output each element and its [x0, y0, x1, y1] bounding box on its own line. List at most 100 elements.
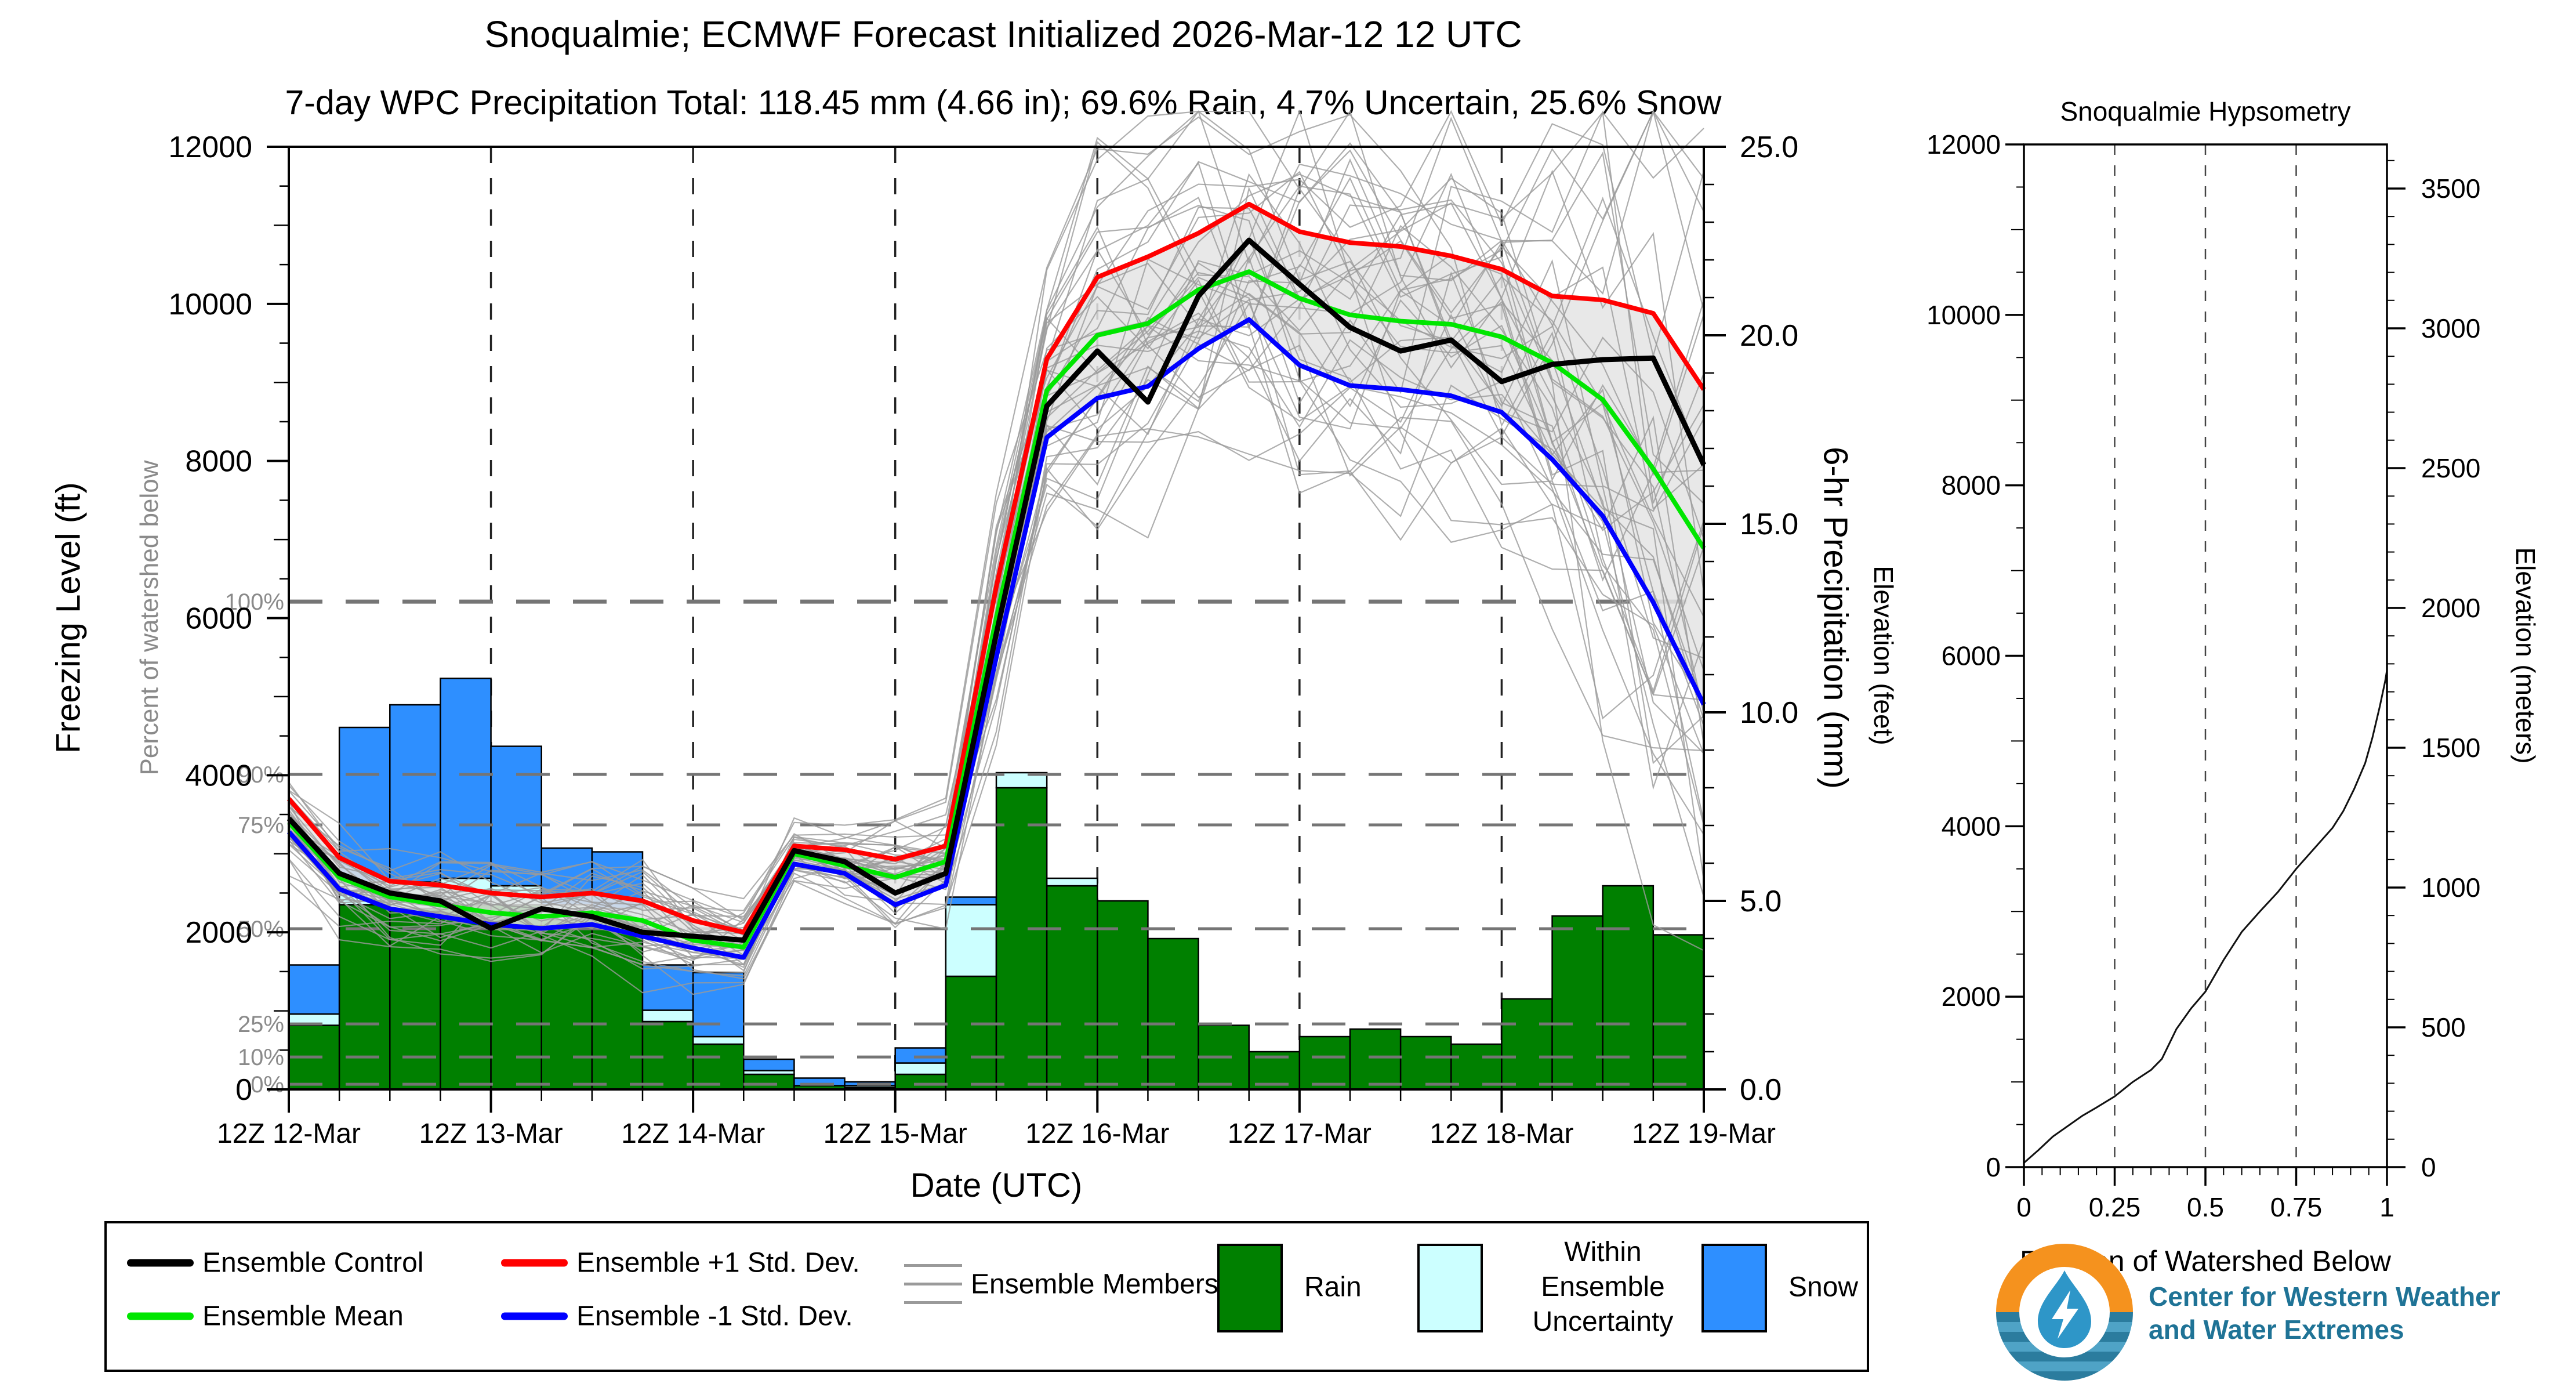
- date-tick-label: 12Z 17-Mar: [1228, 1118, 1372, 1149]
- uncertain-bar-segment: [995, 772, 1048, 789]
- ensemble-member-line: [288, 178, 1705, 950]
- control-line: [286, 237, 1707, 943]
- snow-bar-segment: [288, 964, 340, 1015]
- legend-members-label: Ensemble Members: [971, 1269, 1218, 1300]
- plus1-line: [286, 201, 1706, 935]
- percent-tick-label: 10%: [238, 1045, 284, 1070]
- page-subtitle: 7-day WPC Precipitation Total: 118.45 mm…: [285, 84, 1722, 122]
- freezing-level-tick-label: 12000: [168, 131, 252, 164]
- snow-bar-segment: [389, 704, 441, 883]
- hypsometry-title: Snoqualmie Hypsometry: [2060, 96, 2351, 126]
- hypso-feet-tick-label: 4000: [1942, 811, 2001, 841]
- percent-tick-label: 0%: [251, 1072, 284, 1098]
- legend-mean-label: Ensemble Mean: [202, 1301, 404, 1332]
- hypso-feet-tick-label: 6000: [1942, 641, 2001, 671]
- hypso-feet-tick-label: 8000: [1942, 470, 2001, 501]
- hypso-feet-tick-label: 10000: [1926, 300, 2001, 330]
- ensemble-member-line: [288, 141, 1705, 994]
- ensemble-member-line: [288, 114, 1705, 919]
- legend-minus1-label: Ensemble -1 Std. Dev.: [576, 1301, 853, 1332]
- hypso-meters-tick-label: 3500: [2421, 173, 2480, 204]
- rain-bar-segment: [894, 1073, 947, 1091]
- hypso-fraction-tick-label: 0.5: [2187, 1192, 2224, 1222]
- legend-control-swatch: [127, 1259, 194, 1267]
- rain-bar-segment: [945, 975, 997, 1091]
- percent-tick-label: 50%: [238, 917, 284, 942]
- precip-tick-label: 15.0: [1740, 508, 1798, 541]
- rain-bar-segment: [1602, 885, 1655, 1091]
- minus1-line: [286, 317, 1706, 960]
- precip-tick-label: 25.0: [1740, 131, 1798, 164]
- hypso-feet-tick-label: 2000: [1942, 982, 2001, 1012]
- hypso-meters-tick-label: 1500: [2421, 733, 2480, 763]
- date-tick-label: 12Z 12-Mar: [217, 1118, 361, 1149]
- logo-name-line2: and Water Extremes: [2149, 1314, 2404, 1345]
- hypso-meters-tick-label: 1000: [2421, 872, 2480, 903]
- freezing-level-tick-label: 4000: [185, 759, 252, 792]
- legend-rain-swatch: [1217, 1244, 1283, 1332]
- hypso-meters-tick-label: 2000: [2421, 593, 2480, 623]
- legend-control-label: Ensemble Control: [202, 1247, 424, 1279]
- hypso-fraction-tick-label: 0: [2016, 1192, 2031, 1222]
- hypso-feet-tick-label: 0: [1986, 1152, 2001, 1182]
- logo-stripe: [1996, 1371, 2133, 1381]
- rain-bar-segment: [692, 1043, 745, 1091]
- date-tick-label: 12Z 16-Mar: [1025, 1118, 1169, 1149]
- hypso-fraction-tick-label: 0.75: [2270, 1192, 2323, 1222]
- precip-tick-label: 0.0: [1740, 1073, 1782, 1107]
- legend-members-swatch-line3: [904, 1301, 962, 1304]
- legend-uncertain-label: Within Ensemble Uncertainty: [1532, 1237, 1674, 1337]
- legend-members-swatch-line2: [904, 1283, 962, 1285]
- date-tick-label: 12Z 19-Mar: [1632, 1118, 1776, 1149]
- ensemble-member-line: [288, 110, 1705, 958]
- logo-stripe: [1996, 1361, 2133, 1371]
- rain-bar-segment: [641, 1020, 694, 1091]
- ensemble-member-line: [288, 161, 1704, 966]
- ensemble-member-line: [288, 171, 1705, 949]
- legend-plus1-swatch: [501, 1259, 568, 1267]
- legend-mean-swatch: [127, 1312, 194, 1320]
- hypso-feet-tick-label: 12000: [1926, 129, 2001, 160]
- page-title: Snoqualmie; ECMWF Forecast Initialized 2…: [484, 13, 1522, 55]
- percent-tick-label: 100%: [225, 589, 284, 615]
- legend-plus1-label: Ensemble +1 Std. Dev.: [576, 1247, 860, 1279]
- hypso-meters-tick-label: 0: [2421, 1152, 2436, 1182]
- rain-bar-segment: [490, 904, 542, 1091]
- percent-tick-label: 75%: [238, 813, 284, 838]
- freezing-level-tick-label: 2000: [185, 916, 252, 950]
- main-x-axis-label: Date (UTC): [910, 1167, 1083, 1204]
- precip-tick-label: 10.0: [1740, 696, 1798, 730]
- date-tick-label: 12Z 13-Mar: [419, 1118, 563, 1149]
- precip-tick-label: 5.0: [1740, 885, 1782, 918]
- precip-tick-label: 20.0: [1740, 319, 1798, 353]
- snow-bar-segment: [440, 678, 492, 879]
- legend-minus1-swatch: [501, 1312, 568, 1320]
- rain-bar-segment: [1501, 998, 1553, 1091]
- freezing-level-tick-label: 10000: [168, 288, 252, 321]
- freezing-level-tick-label: 0: [235, 1073, 252, 1107]
- rain-bar-segment: [1551, 915, 1603, 1091]
- hypso-fraction-tick-label: 0.25: [2089, 1192, 2141, 1222]
- percent-tick-label: 25%: [238, 1012, 284, 1037]
- snow-bar-segment: [743, 1058, 795, 1071]
- legend-rain-label: Rain: [1304, 1272, 1362, 1303]
- rain-bar-segment: [1349, 1028, 1402, 1091]
- snow-bar-segment: [490, 745, 542, 887]
- rain-bar-segment: [1298, 1035, 1351, 1091]
- legend-snow-label: Snow: [1788, 1272, 1859, 1303]
- hypso-meters-tick-label: 500: [2421, 1012, 2466, 1042]
- uncertain-bar-segment: [1046, 877, 1098, 887]
- legend-uncertain-swatch: [1417, 1244, 1483, 1332]
- rain-bar-segment: [1147, 937, 1199, 1091]
- hypso-meters-tick-label: 2500: [2421, 453, 2480, 483]
- freezing-level-tick-label: 6000: [185, 602, 252, 636]
- legend: Ensemble Control Ensemble Mean Ensemble …: [104, 1221, 1869, 1372]
- date-tick-label: 12Z 14-Mar: [621, 1118, 765, 1149]
- hypsometry-curve: [2023, 670, 2388, 1164]
- freezing-level-tick-label: 8000: [185, 445, 252, 479]
- date-tick-label: 12Z 18-Mar: [1430, 1118, 1573, 1149]
- logo-name-line1: Center for Western Weather: [2149, 1281, 2501, 1312]
